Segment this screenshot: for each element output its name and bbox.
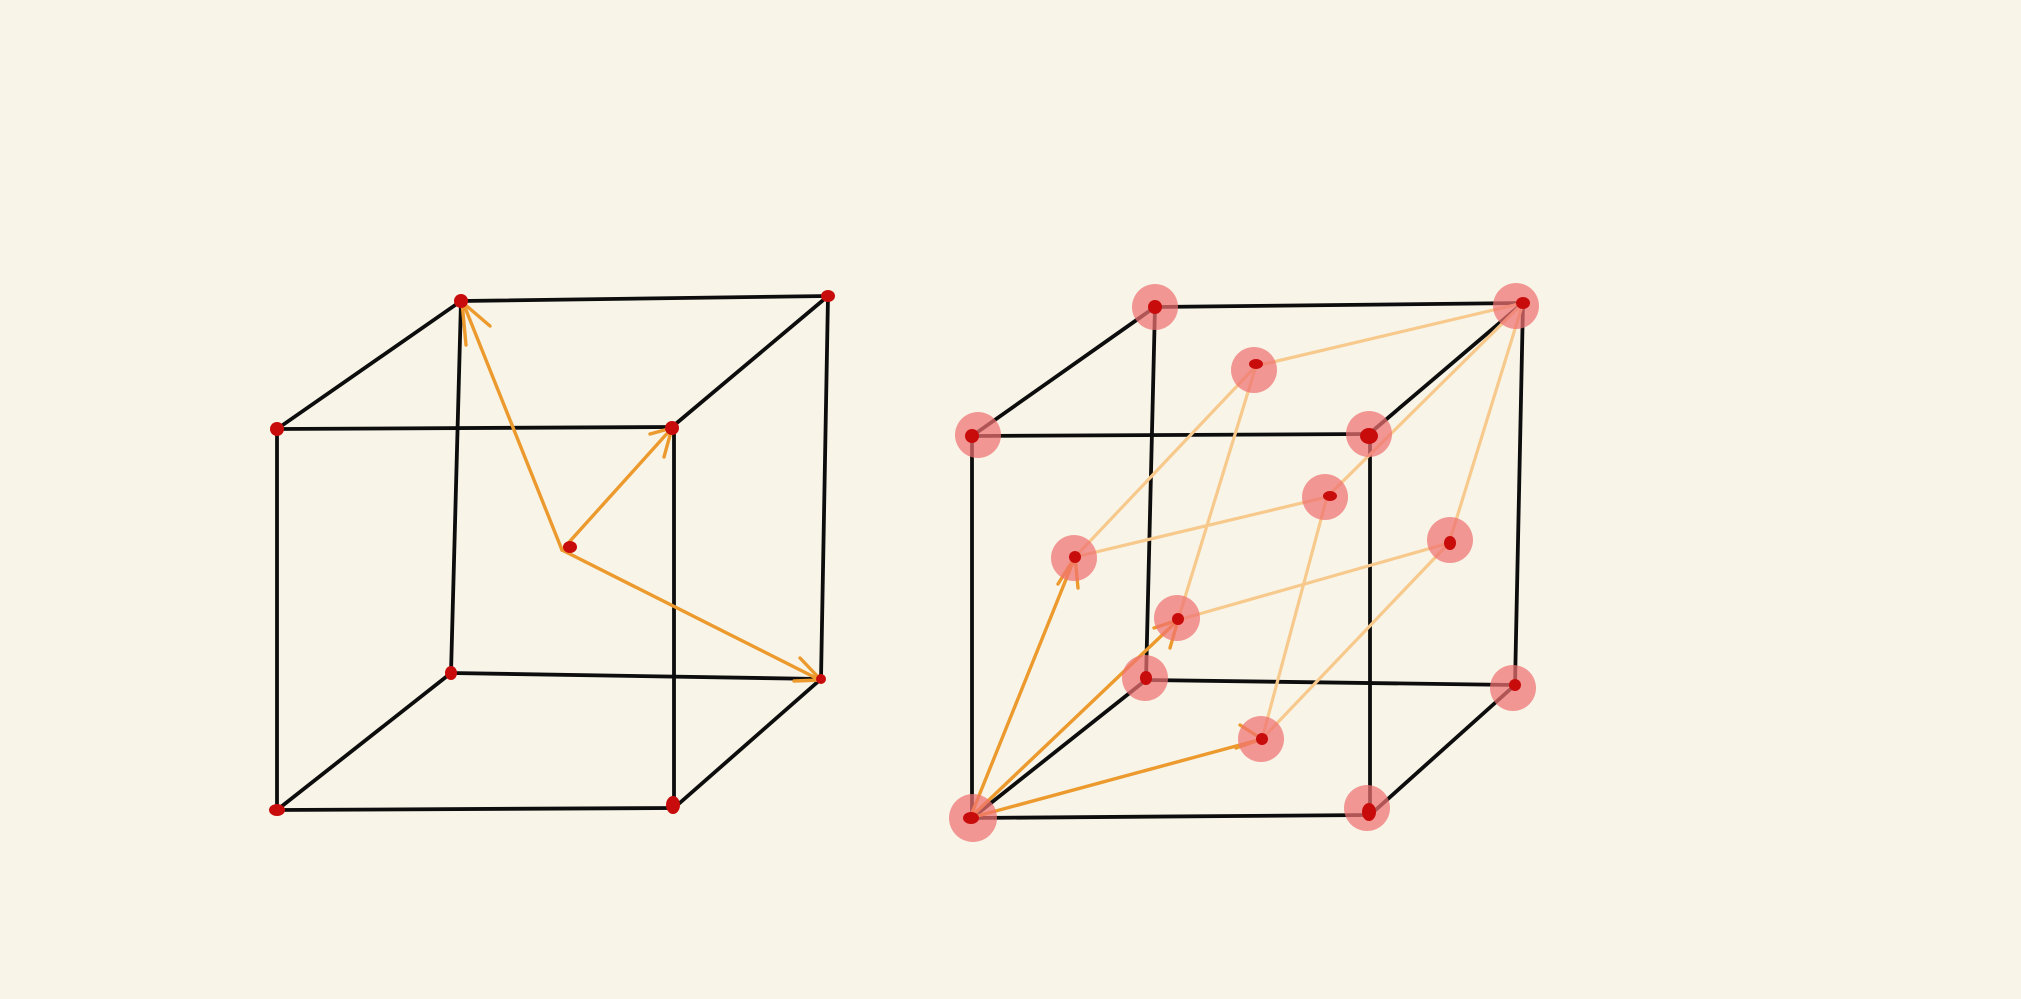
lattice-point — [1148, 300, 1162, 314]
edge-bottom-back — [1144, 678, 1517, 687]
guide-line — [1447, 301, 1525, 545]
face-center-point — [1256, 733, 1268, 745]
guide-line — [1176, 364, 1258, 622]
left-cube-points — [269, 290, 835, 816]
lattice-point — [666, 796, 680, 814]
edge-bottom-right — [1368, 683, 1517, 817]
guide-line — [1254, 301, 1525, 368]
right-cube-edges — [970, 301, 1525, 820]
guide-line — [1260, 541, 1451, 741]
left-cube-edges — [275, 294, 830, 812]
vector-to-face-center-left — [968, 555, 1077, 820]
right-cube-points — [963, 297, 1530, 824]
guide-line — [1073, 495, 1329, 559]
vector-to-top-back-left — [460, 298, 564, 552]
lattice-point — [965, 429, 979, 443]
right-cube-guides — [1073, 301, 1525, 741]
lattice-point — [1362, 803, 1376, 821]
edge-top-right — [670, 294, 830, 429]
face-center-point — [1249, 359, 1263, 369]
lattice-point — [1516, 297, 1530, 309]
guide-line — [1176, 541, 1451, 622]
edge-top-front — [970, 432, 1371, 438]
edge-bottom-left — [275, 671, 453, 812]
edge-back-right — [1513, 301, 1525, 687]
left-cube — [269, 290, 835, 816]
lattice-point — [1509, 679, 1521, 691]
lattice-point — [1360, 428, 1378, 444]
edge-bottom-front — [970, 813, 1372, 820]
lattice-point — [1140, 671, 1152, 685]
point-halo — [1493, 283, 1539, 329]
vector-to-face-center-front — [968, 737, 1264, 820]
face-center-point — [1172, 613, 1184, 625]
edge-top-back — [1153, 301, 1525, 309]
vector-to-face-center-bottom — [968, 618, 1180, 820]
guide-line — [1325, 301, 1525, 499]
lattice-point — [821, 290, 835, 302]
edge-back-left — [1144, 305, 1157, 682]
edge-back-left — [449, 299, 463, 675]
edge-top-left — [970, 305, 1157, 438]
right-cube-vectors — [968, 555, 1264, 820]
vector-to-bottom-back-right — [560, 548, 822, 682]
edge-top-right — [1367, 301, 1525, 436]
left-cube-vectors — [460, 298, 823, 683]
lattice-point — [963, 812, 979, 824]
lattice-point — [269, 804, 285, 816]
edge-top-left — [275, 299, 463, 431]
edge-bottom-front — [275, 806, 676, 812]
edge-bottom-left — [970, 678, 1148, 820]
vector-to-top-front-right — [560, 426, 674, 552]
body-center-point — [563, 541, 577, 553]
lattice-point — [454, 294, 468, 308]
guide-line — [1260, 495, 1329, 741]
lattice-point — [270, 422, 284, 436]
edge-bottom-back — [449, 671, 823, 681]
edge-top-front — [275, 425, 674, 431]
edge-bottom-right — [672, 677, 823, 810]
lattice-point — [665, 421, 679, 435]
face-center-point — [1069, 551, 1081, 563]
edge-top-back — [459, 294, 830, 303]
lattice-point — [816, 674, 826, 684]
right-cube — [949, 283, 1539, 842]
face-center-point — [1444, 536, 1456, 550]
guide-line — [1073, 364, 1258, 559]
lattice-point — [445, 666, 457, 680]
edge-back-right — [819, 294, 830, 681]
point-halo — [1231, 347, 1277, 393]
face-center-point — [1323, 491, 1337, 501]
